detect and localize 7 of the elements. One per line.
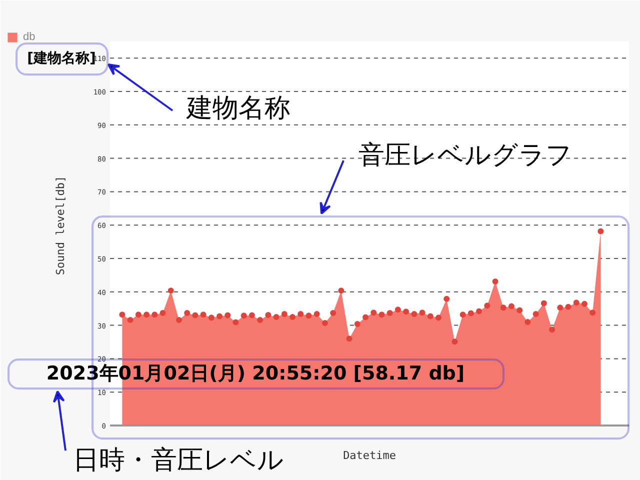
annotation: 音圧レベルグラフ [358,140,572,170]
annotation: 建物名称 [186,94,290,124]
chart-title: [建物名称] [27,50,96,66]
legend-label: db [23,31,36,43]
text: 日時・音圧レベル [73,446,284,476]
x-axis-title: Datetime [343,449,396,462]
y-axis-title: Sound level[db] [54,176,67,276]
